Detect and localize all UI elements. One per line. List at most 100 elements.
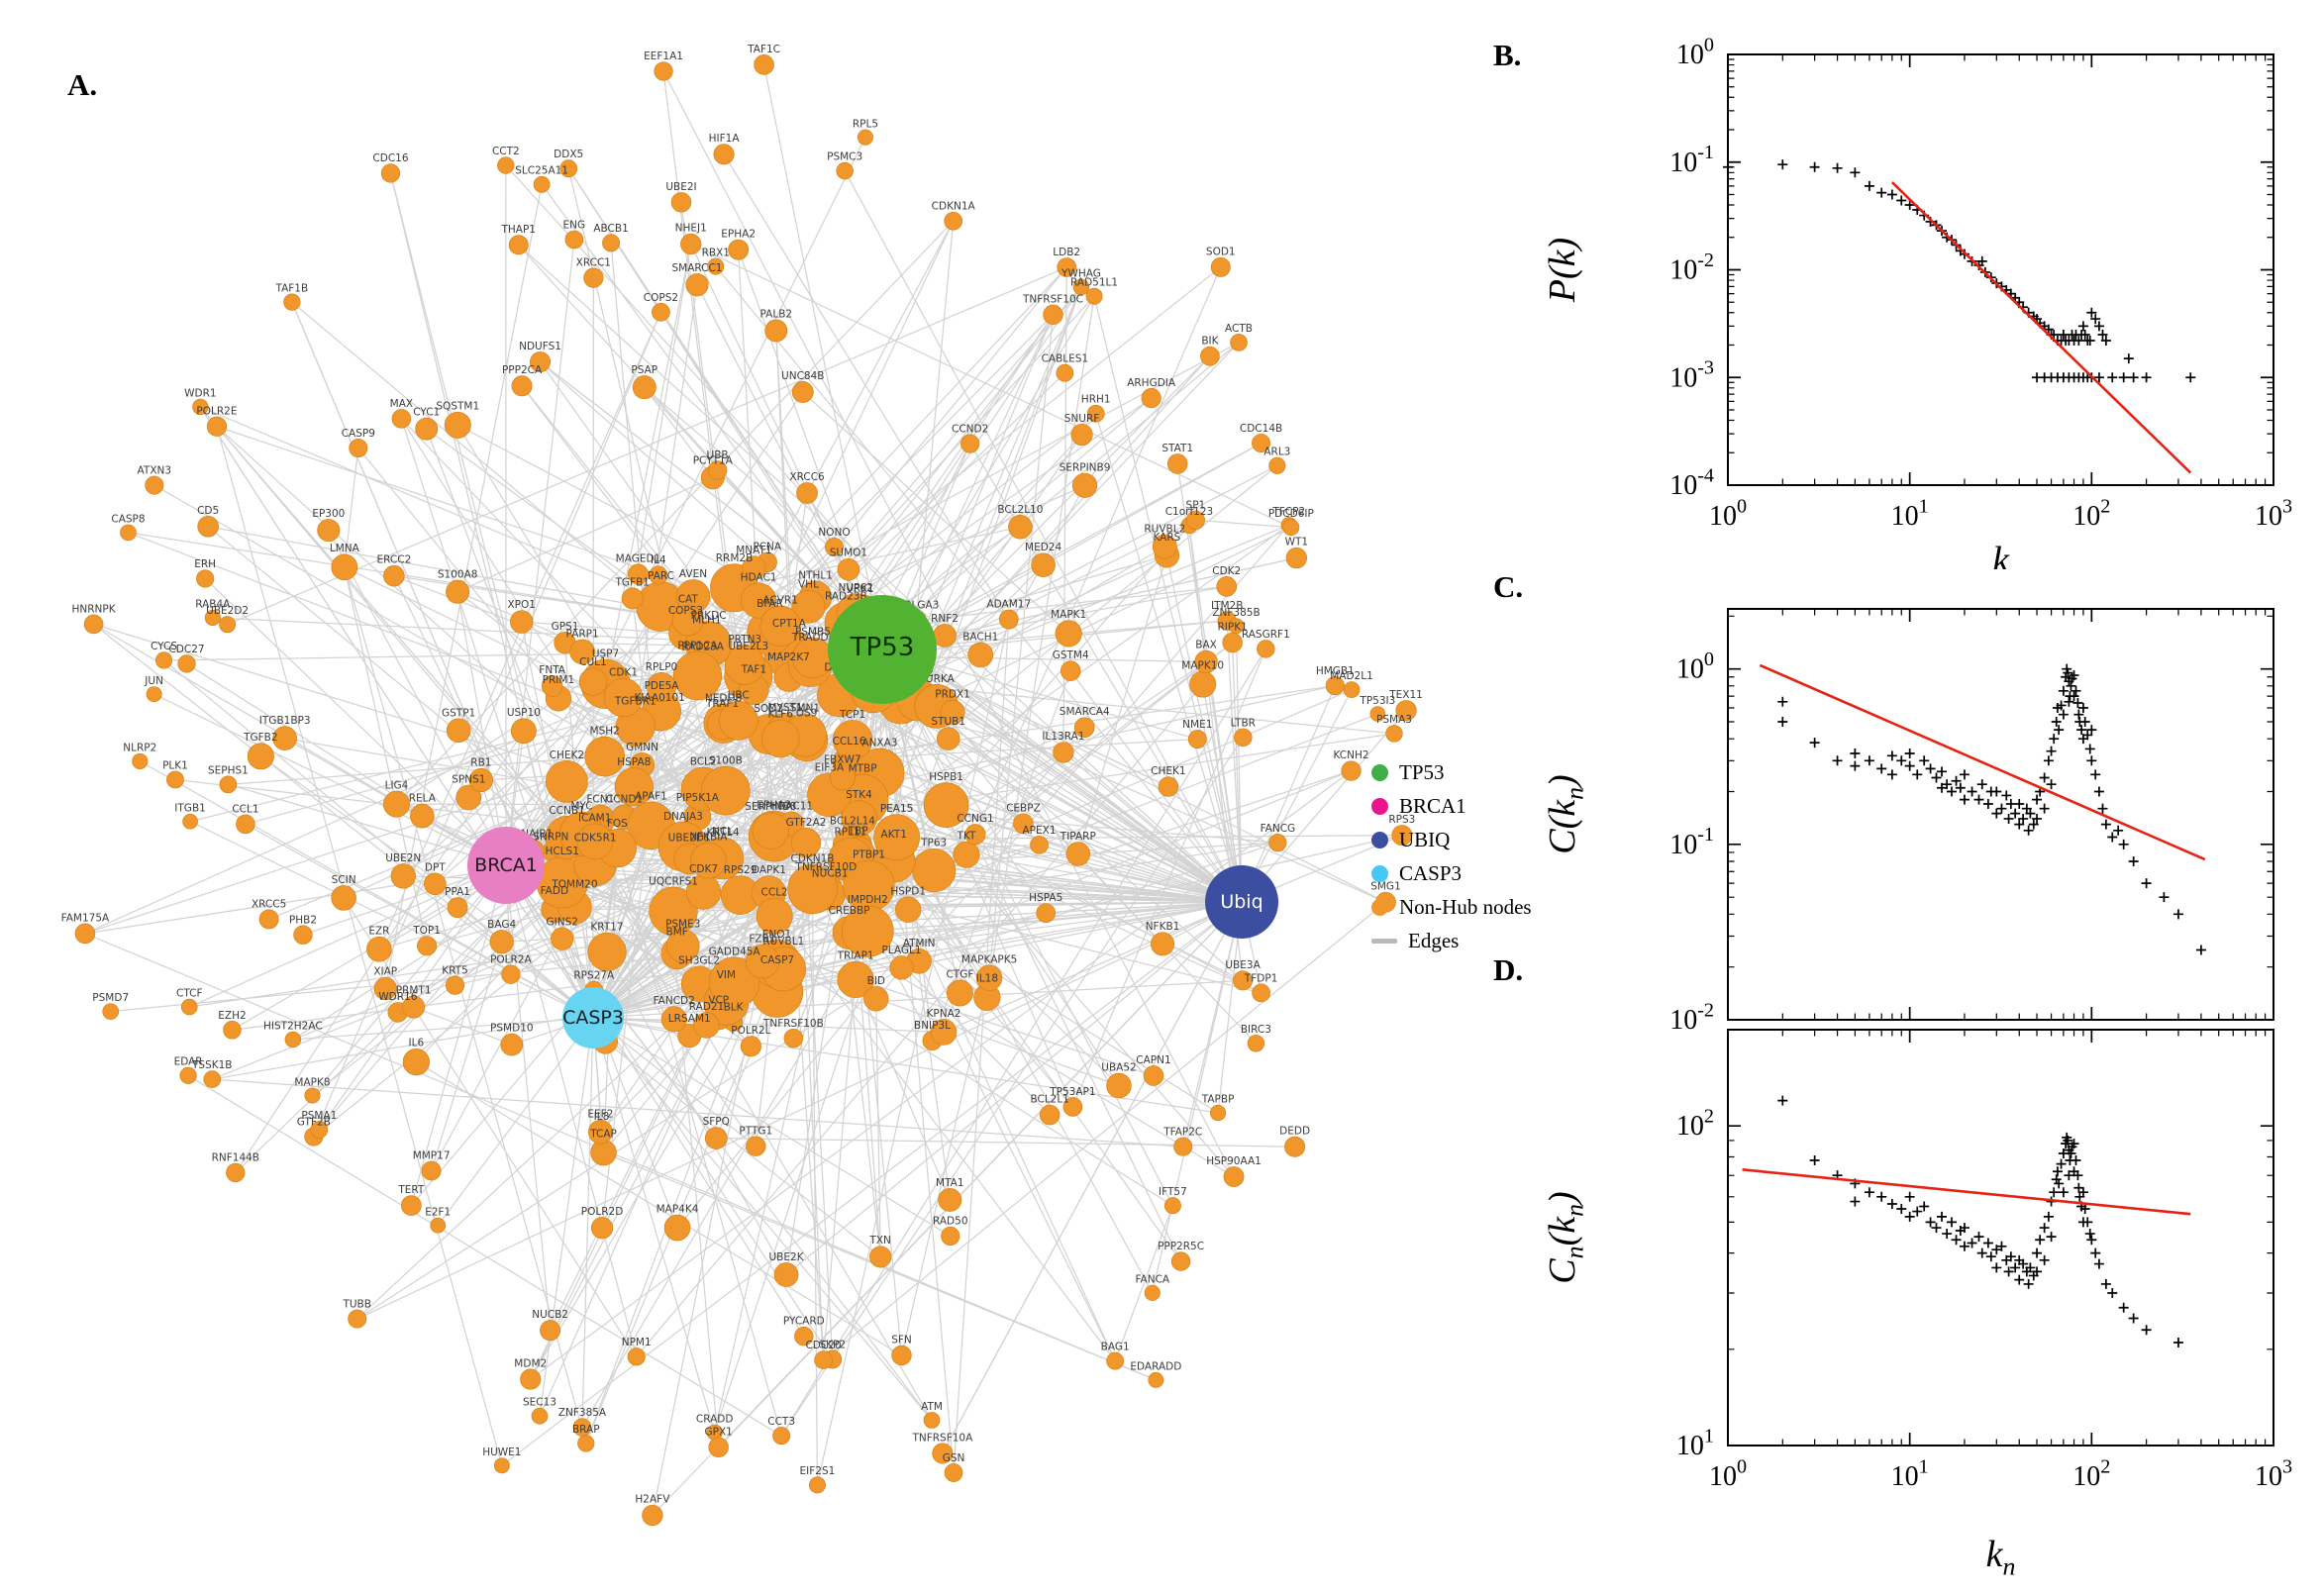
svg-text:JUN: JUN	[144, 675, 163, 687]
panel-d-label: D.	[1493, 952, 1524, 987]
svg-text:HSPB1: HSPB1	[929, 771, 963, 783]
hub-ubiq	[1205, 865, 1278, 939]
svg-text:GSTM4: GSTM4	[1053, 649, 1089, 661]
svg-text:TP53I3: TP53I3	[1359, 695, 1395, 707]
svg-text:PPP2CA: PPP2CA	[502, 364, 543, 376]
svg-text:FANCG: FANCG	[1261, 823, 1296, 835]
svg-text:FCN1: FCN1	[586, 794, 614, 806]
svg-text:BCL2L1: BCL2L1	[1030, 1094, 1068, 1106]
svg-text:CCND2: CCND2	[952, 423, 988, 435]
svg-text:EPHA3: EPHA3	[757, 800, 791, 812]
svg-text:TCAP: TCAP	[589, 1129, 617, 1141]
svg-text:STAT1: STAT1	[1162, 443, 1193, 454]
svg-text:RPLP0: RPLP0	[646, 661, 678, 673]
svg-text:ZNF385B: ZNF385B	[1212, 607, 1260, 619]
svg-text:PSME3: PSME3	[665, 918, 700, 930]
svg-text:ACVR1: ACVR1	[762, 594, 798, 606]
svg-text:ARL3: ARL3	[1263, 447, 1290, 458]
svg-text:102: 102	[2072, 1455, 2110, 1492]
network-graph: NTHL1 SNURF PSAP VRK1 TCAP NHEJ1 PRIM1 CDC16 CDC…	[61, 44, 1423, 1527]
svg-text:TGFBR1: TGFBR1	[614, 696, 656, 708]
svg-text:UBB: UBB	[707, 449, 729, 461]
svg-text:GINS2: GINS2	[547, 916, 578, 928]
svg-text:TNFRSF10C: TNFRSF10C	[1022, 293, 1083, 305]
svg-text:WT1: WT1	[1285, 537, 1308, 549]
svg-text:kn: kn	[1986, 1534, 2016, 1580]
hub-label-casp3: CASP3	[562, 1007, 624, 1029]
svg-text:MTA1: MTA1	[936, 1177, 964, 1189]
svg-text:102: 102	[1676, 1106, 1714, 1143]
fit-line	[1890, 181, 2192, 474]
svg-text:IL13RA1: IL13RA1	[1042, 731, 1084, 743]
svg-text:TBP: TBP	[848, 826, 868, 838]
svg-text:ENO1: ENO1	[762, 929, 791, 941]
scatter-points	[1723, 159, 2196, 383]
edge-swatch	[1371, 939, 1397, 944]
svg-text:E2F1: E2F1	[425, 1207, 451, 1219]
svg-text:ACTB: ACTB	[1225, 323, 1253, 335]
legend-label: Non-Hub nodes	[1399, 895, 1532, 919]
svg-text:SQSTM1: SQSTM1	[436, 401, 479, 413]
svg-text:TGFB1: TGFB1	[615, 576, 650, 588]
svg-text:PIP5K1A: PIP5K1A	[676, 792, 720, 804]
svg-text:CDK5R1: CDK5R1	[574, 833, 617, 845]
svg-text:MAPKAPK5: MAPKAPK5	[961, 953, 1017, 965]
svg-text:GADD45A: GADD45A	[709, 946, 761, 957]
svg-text:BAG1: BAG1	[1101, 1341, 1130, 1352]
svg-text:C(kn): C(kn)	[1542, 774, 1588, 853]
svg-text:NEDD8: NEDD8	[705, 692, 742, 704]
legend-label: CASP3	[1399, 861, 1463, 885]
svg-text:10-1: 10-1	[1669, 142, 1714, 178]
svg-text:RELA: RELA	[409, 793, 437, 805]
svg-text:BID: BID	[867, 975, 885, 987]
svg-text:PLAGL1: PLAGL1	[881, 945, 921, 956]
svg-text:CEBPZ: CEBPZ	[1006, 802, 1041, 814]
svg-text:CDKN1B: CDKN1B	[790, 853, 834, 865]
svg-text:TOP1: TOP1	[412, 925, 441, 937]
svg-text:RUVBL2: RUVBL2	[1144, 523, 1185, 535]
svg-text:FADD: FADD	[541, 885, 568, 897]
svg-text:COPS3: COPS3	[668, 605, 703, 617]
svg-text:TRAF1: TRAF1	[705, 698, 739, 710]
svg-text:TKT: TKT	[957, 830, 976, 842]
svg-text:XIAP: XIAP	[373, 966, 397, 978]
svg-text:CCNB1: CCNB1	[549, 805, 584, 817]
svg-text:SPNS1: SPNS1	[452, 773, 485, 785]
svg-text:DNAJA3: DNAJA3	[663, 811, 703, 823]
svg-text:USP10: USP10	[507, 707, 541, 719]
svg-text:TAF1: TAF1	[741, 663, 767, 675]
svg-text:ERH: ERH	[194, 558, 216, 570]
chart-c-plot: 100 10-1 10-2 C(kn)	[1542, 608, 2274, 1036]
svg-text:IMPDH2: IMPDH2	[848, 894, 888, 906]
svg-text:PPP1CA: PPP1CA	[677, 641, 718, 652]
svg-text:RAD51L1: RAD51L1	[1070, 277, 1118, 289]
svg-text:KLF6: KLF6	[767, 709, 793, 721]
svg-text:GPX1: GPX1	[704, 1426, 732, 1438]
svg-text:PPA1: PPA1	[445, 886, 470, 898]
svg-text:SEC13: SEC13	[523, 1397, 556, 1409]
svg-text:MAGED1: MAGED1	[616, 552, 661, 564]
svg-text:TCP1: TCP1	[839, 709, 865, 721]
svg-text:BLK: BLK	[724, 1001, 745, 1013]
svg-text:PCNA: PCNA	[753, 542, 782, 553]
svg-text:HSPA5: HSPA5	[1029, 892, 1062, 904]
svg-text:EZH2: EZH2	[218, 1010, 246, 1022]
svg-text:TRADD: TRADD	[791, 632, 829, 644]
panel-a-label: A.	[67, 67, 98, 102]
svg-text:RAD23B: RAD23B	[825, 590, 867, 602]
svg-text:SMN1: SMN1	[790, 702, 820, 714]
panel-b-label: B.	[1493, 38, 1522, 72]
svg-text:HMGB1: HMGB1	[1316, 665, 1355, 677]
svg-text:SKP2: SKP2	[819, 1339, 846, 1350]
legend-item-ubiq: UBIQ	[1371, 828, 1532, 852]
svg-text:CABLES1: CABLES1	[1042, 353, 1089, 365]
svg-text:HSPA8: HSPA8	[617, 756, 651, 768]
svg-text:SMG1: SMG1	[1370, 881, 1401, 893]
svg-text:PSMC3: PSMC3	[827, 151, 862, 163]
svg-text:CHEK2: CHEK2	[550, 749, 584, 761]
svg-text:UBE2K: UBE2K	[768, 1251, 804, 1263]
svg-text:UQCRFS1: UQCRFS1	[649, 875, 698, 887]
svg-text:NFKB1: NFKB1	[1146, 921, 1180, 933]
svg-text:ITGB1: ITGB1	[174, 803, 206, 815]
svg-text:RPS3: RPS3	[1388, 814, 1415, 826]
